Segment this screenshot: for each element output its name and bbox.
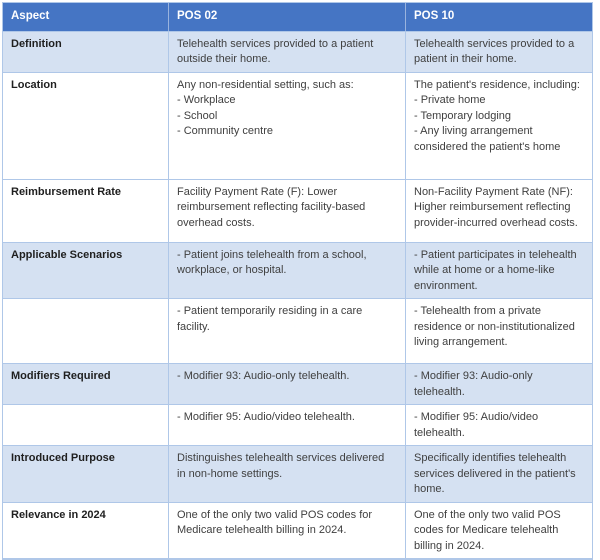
pos02-cell: - Modifier 93: Audio-only telehealth. <box>169 364 406 404</box>
pos02-cell: One of the only two valid POS codes for … <box>169 502 406 558</box>
header-cell-aspect: Aspect <box>3 3 169 31</box>
pos02-cell: - Patient joins telehealth from a school… <box>169 242 406 298</box>
table-header-row: Aspect POS 02 POS 10 <box>3 3 592 32</box>
aspect-cell: Applicable Scenarios <box>3 242 169 298</box>
table-row-reimbursement-rate: Reimbursement Rate Facility Payment Rate… <box>3 179 592 243</box>
pos10-cell: One of the only two valid POS codes for … <box>414 508 561 552</box>
pos10-cell: Specifically identifies telehealth servi… <box>414 452 576 495</box>
pos10-cell: - Modifier 93: Audio-only telehealth. <box>414 370 533 398</box>
pos02-cell: - Patient temporarily residing in a care… <box>169 299 406 363</box>
table-row-relevance-2024: Relevance in 2024 One of the only two va… <box>3 502 592 559</box>
aspect-cell: Reimbursement Rate <box>3 179 169 242</box>
table-row-modifiers-required-2: - Modifier 95: Audio/video telehealth. -… <box>3 405 592 446</box>
pos02-cell: Telehealth services provided to a patien… <box>169 31 406 72</box>
aspect-cell: Introduced Purpose <box>3 446 169 502</box>
aspect-cell: Relevance in 2024 <box>3 502 169 558</box>
table-row-applicable-scenarios-1: Applicable Scenarios - Patient joins tel… <box>3 242 592 299</box>
aspect-cell <box>3 405 169 445</box>
pos10-cell: Telehealth services provided to a patien… <box>414 37 575 66</box>
header-cell-pos02: POS 02 <box>169 3 406 31</box>
pos10-cell: - Telehealth from a private residence or… <box>414 305 575 348</box>
pos10-cell: The patient's residence, including: - Pr… <box>414 78 580 153</box>
pos02-cell: Any non-residential setting, such as: - … <box>169 72 406 179</box>
pos10-cell: - Patient participates in telehealth whi… <box>414 248 577 292</box>
table-row-modifiers-required-1: Modifiers Required - Modifier 93: Audio-… <box>3 364 592 405</box>
table-row-applicable-scenarios-2: - Patient temporarily residing in a care… <box>3 299 592 364</box>
table-row-introduced-purpose: Introduced Purpose Distinguishes telehea… <box>3 446 592 503</box>
pos10-cell: Non-Facility Payment Rate (NF): Higher r… <box>414 185 578 229</box>
pos10-cell: - Modifier 95: Audio/video telehealth. <box>414 411 539 439</box>
aspect-cell: Modifiers Required <box>3 364 169 404</box>
table-row-location: Location Any non-residential setting, su… <box>3 72 592 180</box>
aspect-cell: Location <box>3 72 169 179</box>
pos02-cell: Distinguishes telehealth services delive… <box>169 446 406 502</box>
pos02-cell: - Modifier 95: Audio/video telehealth. <box>169 405 406 445</box>
pos02-cell: Facility Payment Rate (F): Lower reimbur… <box>169 179 406 242</box>
aspect-cell: Definition <box>3 31 169 72</box>
table-row-definition: Definition Telehealth services provided … <box>3 31 592 73</box>
header-cell-pos10: POS 10 <box>414 10 455 22</box>
aspect-cell <box>3 299 169 363</box>
